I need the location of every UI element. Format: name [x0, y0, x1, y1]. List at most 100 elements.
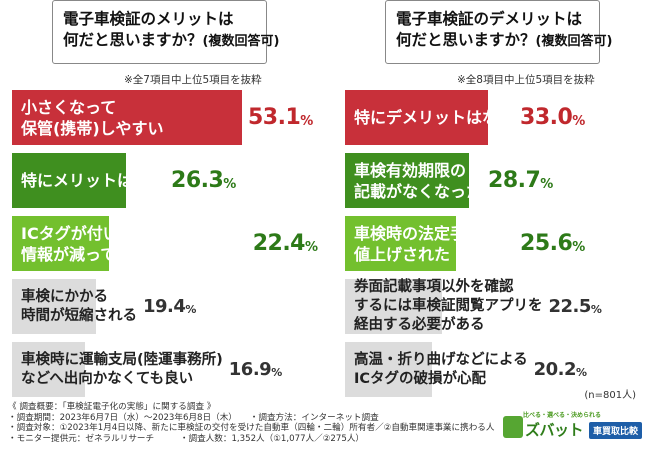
merit-bar-label-3: ICタグが付いたため券面記載の 情報が減って見やすい: [21, 216, 247, 271]
zubat-logo: 比べる・選べる・決められる ズバット 車買取比較: [503, 410, 643, 444]
merit-value-unit-2: %: [223, 176, 237, 192]
demerit-question-paren: (複数回答可): [535, 34, 613, 49]
demerit-value-label-5: 20.2%: [534, 342, 587, 397]
demerit-value-unit-2: %: [540, 176, 554, 192]
merit-bar-row-2: 特にメリットはない 26.3%: [12, 153, 312, 208]
demerit-value-unit-5: %: [576, 365, 588, 379]
merit-question-paren: (複数回答可): [202, 34, 280, 49]
merit-value-label-4: 19.4%: [143, 279, 196, 334]
demerit-value-label-3: 25.6%: [520, 216, 585, 271]
merit-bar-2: [12, 153, 126, 208]
merit-bar-label-1-line-2: 保管(携帯)しやすい: [21, 118, 164, 138]
merit-question-box: 電子車検証のメリットは 何だと思いますか？(複数回答可): [52, 0, 279, 64]
demerit-bar-label-3-line-1: 車検時の法定手数料が: [354, 223, 515, 243]
merit-bar-label-4-line-2: 時間が短縮される: [21, 307, 137, 324]
merit-bar-label-3-line-1: ICタグが付いたため券面記載の: [21, 223, 247, 243]
demerit-value-unit-1: %: [572, 113, 586, 129]
demerit-panel: 電子車検証のデメリットは 何だと思いますか？(複数回答可) ※全8項目中上位5項…: [345, 0, 645, 397]
demerit-question-line2: 何だと思いますか？: [396, 31, 536, 49]
merit-value-unit-5: %: [271, 365, 283, 379]
merit-bar-label-5: 車検時に運輸支局(陸運事務所) などへ出向かなくても良い: [21, 342, 223, 397]
demerit-bar-row-3: 車検時の法定手数料が 値上げされた 25.6%: [345, 216, 645, 271]
survey-footer: 《 調査概要：「車検証電子化の実態」に関する調査 》 ・調査期間：2023年6月…: [8, 402, 508, 444]
demerit-value-number-4: 22.5: [548, 296, 592, 317]
merit-value-label-1: 53.1%: [248, 90, 313, 145]
merit-bar-label-2-line-1: 特にメリットはない: [21, 171, 166, 190]
demerit-bar-label-4-line-2: するには車検証閲覧アプリを: [354, 298, 543, 314]
demerit-bar-row-5: 高温・折り曲げなどによる ICタグの破損が心配 20.2%: [345, 342, 645, 397]
footer-line1: 《 調査概要：「車検証電子化の実態」に関する調査 》: [8, 402, 216, 412]
merit-bar-label-4: 車検にかかる時間が短縮される: [21, 279, 137, 334]
sample-size: (n=801人): [584, 390, 636, 401]
demerit-bar-label-3: 車検時の法定手数料が 値上げされた: [354, 216, 514, 271]
logo-brand: ズバット: [525, 421, 584, 439]
demerit-bar-5: [345, 342, 432, 397]
merit-value-label-5: 16.9%: [229, 342, 282, 397]
demerit-bar-label-2: 車検有効期限の 記載がなくなった: [354, 153, 482, 208]
demerit-value-unit-3: %: [572, 239, 586, 255]
demerit-bar-label-4: 券面記載事項以外を確認するには車検証閲覧アプリを 経由する必要がある: [354, 279, 543, 334]
merit-bar-label-3-line-2: 情報が減って見やすい: [21, 244, 181, 264]
logo-tagline: 比べる・選べる・決められる: [523, 412, 602, 419]
demerit-question-line1: 電子車検証のデメリットは: [396, 10, 583, 28]
merit-value-number-4: 19.4: [143, 296, 186, 317]
merit-panel: 電子車検証のメリットは 何だと思いますか？(複数回答可) ※全7項目中上位5項目…: [12, 0, 318, 397]
demerit-value-number-2: 28.7: [488, 168, 541, 193]
demerit-bar-row-2: 車検有効期限の 記載がなくなった 28.7%: [345, 153, 645, 208]
logo-mark-icon: [503, 416, 523, 438]
merit-bar-3: [12, 216, 109, 271]
merit-value-number-1: 53.1: [248, 105, 301, 130]
demerit-value-label-2: 28.7%: [488, 153, 553, 208]
merit-bar-5: [12, 342, 85, 397]
merit-bar-label-4-line-1: 車検にかかる: [21, 288, 108, 305]
merit-value-unit-3: %: [304, 239, 319, 255]
demerit-bar-row-4: 券面記載事項以外を確認 するには車検証閲覧アプリを 経由する必要がある 22.5%: [345, 279, 645, 334]
demerit-bar-row-1: 特にデメリットはない 33.0%: [345, 90, 645, 145]
merit-bar-label-1-line-1: 小さくなって: [21, 97, 117, 117]
merit-bar-row-5: 車検時に運輸支局(陸運事務所) などへ出向かなくても良い 16.9%: [12, 342, 312, 397]
merit-value-number-3: 22.4: [252, 231, 306, 256]
merit-value-unit-4: %: [185, 302, 197, 316]
demerit-value-label-4: 22.5%: [549, 279, 602, 334]
merit-value-number-5: 16.9: [228, 359, 272, 380]
demerit-bar-3: [345, 216, 456, 271]
demerit-bar-label-4-line-1: 券面記載事項以外を確認: [354, 279, 514, 295]
footer-line2: ・調査期間：2023年6月7日（水）～2023年6月8日（木） ・調査方法：イン…: [8, 412, 379, 423]
merit-bar-label-1: 小さくなって 保管(携帯)しやすい: [21, 90, 163, 145]
demerit-bar-label-1: 特にデメリットはない: [354, 90, 514, 145]
merit-bar-row-1: 小さくなって 保管(携帯)しやすい 53.1%: [12, 90, 313, 145]
demerit-bar-label-2-line-1: 車検有効期限の: [354, 160, 467, 180]
demerit-value-label-1: 33.0%: [520, 90, 585, 145]
merit-bar-label-5-line-1: 車検時に運輸支局(陸運事務所): [21, 351, 223, 368]
demerit-bar-2: [345, 153, 469, 208]
merit-question-line2: 何だと思いますか？: [63, 31, 203, 49]
merit-bar-row-4: 車検にかかる 時間が短縮される 19.4%: [12, 279, 312, 334]
demerit-bar-label-1-line-1: 特にデメリットはない: [354, 108, 515, 127]
demerit-bar-label-4-line-3: 経由する必要がある: [354, 317, 485, 333]
logo-sub: 車買取比較: [589, 422, 643, 439]
merit-bar-4: [12, 279, 96, 334]
merit-bar-row-3: ICタグが付いたため券面記載の 情報が減って見やすい 22.4%: [12, 216, 318, 271]
demerit-value-number-5: 20.2: [533, 359, 577, 380]
merit-value-number-2: 26.3: [171, 168, 224, 193]
demerit-bar-label-5: 高温・折り曲げなどによる ICタグの破損が心配: [354, 342, 528, 397]
merit-question-line1: 電子車検証のメリットは: [63, 10, 234, 28]
demerit-bar-label-2-line-2: 記載がなくなった: [354, 181, 483, 201]
demerit-bar-label-5-line-1: 高温・折り曲げなどによる: [354, 351, 528, 368]
demerit-bar-1: [345, 90, 488, 145]
merit-bar-label-5-line-2: などへ出向かなくても良い: [21, 370, 194, 387]
demerit-bar-label-3-line-2: 値上げされた: [354, 244, 451, 264]
demerit-value-unit-4: %: [590, 302, 602, 316]
demerit-value-number-1: 33.0: [520, 105, 573, 130]
demerit-value-number-3: 25.6: [520, 231, 573, 256]
demerit-question-box: 電子車検証のデメリットは 何だと思いますか？(複数回答可): [385, 0, 612, 64]
merit-value-label-3: 22.4%: [253, 216, 318, 271]
merit-bar-1: [12, 90, 242, 145]
merit-value-unit-1: %: [300, 113, 314, 129]
merit-value-label-2: 26.3%: [171, 153, 236, 208]
merit-bar-label-2: 特にメリットはない: [21, 153, 165, 208]
footer-line4: ・モニター提供元：ゼネラルリサーチ ・調査人数：1,352人（①1,077人／②…: [8, 433, 365, 444]
merit-note: ※全7項目中上位5項目を抜粋: [124, 74, 262, 86]
demerit-note: ※全8項目中上位5項目を抜粋: [457, 74, 595, 86]
footer-line3: ・調査対象：①2023年1月4日以降、新たに車検証の交付を受けた自動車（四輪・二…: [8, 423, 495, 434]
